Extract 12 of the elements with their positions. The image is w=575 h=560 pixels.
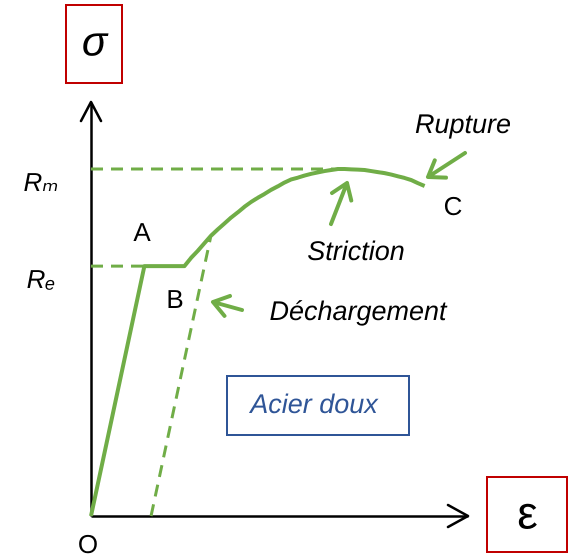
x-axis-title: ε: [517, 486, 538, 538]
annotation: B: [166, 284, 184, 314]
ref-line-label: Rₑ: [26, 264, 56, 294]
annotation: Déchargement: [269, 296, 448, 326]
annotation: A: [133, 217, 152, 247]
annotation: Acier doux: [248, 389, 380, 419]
annotation: Striction: [307, 236, 405, 266]
text: O: [78, 529, 98, 559]
text: C: [444, 191, 462, 221]
ref-line-label: Rₘ: [24, 166, 58, 197]
text: Rupture: [414, 109, 512, 139]
y-axis-title: σ: [82, 18, 109, 64]
